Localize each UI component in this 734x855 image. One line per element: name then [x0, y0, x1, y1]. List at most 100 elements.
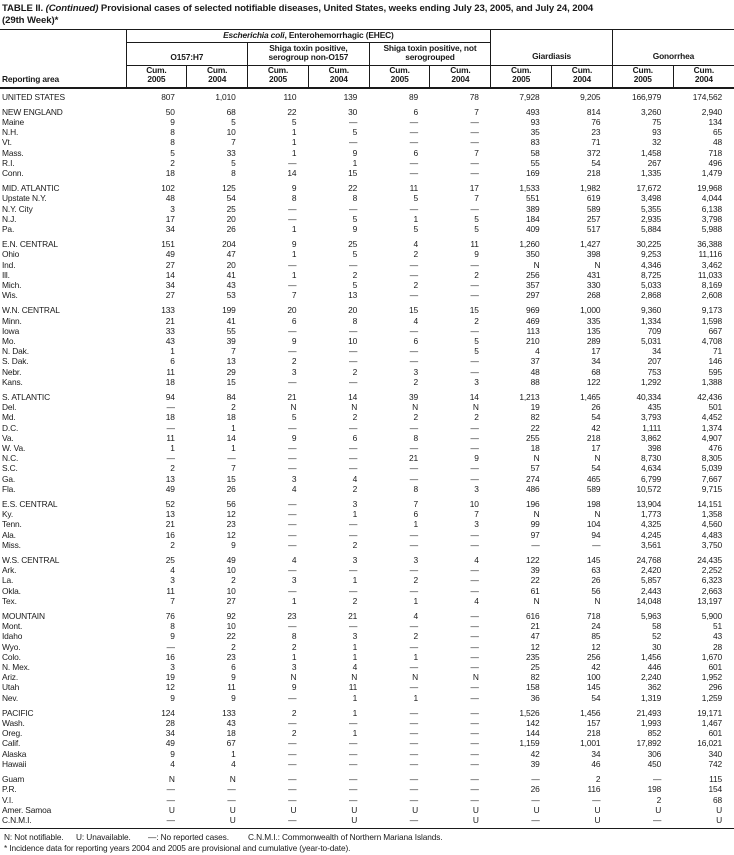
section-wn-central: W.N. CENTRAL 133 199 20 20 15 15 969 1,000 9,360 9… — [0, 300, 734, 387]
table-row: E.S. CENTRAL 52 56 — 3 7 10 196 198 13,904 14,151 — [0, 494, 734, 509]
value-cell: 256 — [586, 651, 601, 662]
value-cell: 30,225 — [636, 239, 662, 250]
value-cell: 7,928 — [519, 91, 540, 102]
value-cell: N — [533, 453, 540, 464]
value-cell: 3 — [352, 499, 358, 510]
value-cell: 1 — [352, 728, 358, 739]
value-cell: 5 — [291, 116, 297, 127]
value-cell: 48 — [530, 366, 540, 377]
value-cell: — — [470, 422, 479, 433]
value-cell: — — [409, 585, 418, 596]
reporting-area-cell: N.J. — [2, 213, 17, 224]
value-cell: 807 — [161, 91, 175, 102]
value-cell: 2,935 — [640, 213, 662, 224]
value-cell: N — [533, 595, 540, 606]
value-cell: — — [409, 137, 418, 148]
value-cell: 2 — [291, 707, 297, 718]
table-row: N.J. 17 20 — 5 1 5 184 257 2,935 3,798 — [0, 214, 734, 224]
value-cell: — — [288, 499, 297, 510]
value-cell: 30 — [652, 641, 662, 652]
value-cell: 8 — [170, 127, 175, 138]
value-cell: — — [470, 641, 479, 652]
value-cell: 198 — [647, 784, 662, 795]
value-cell: 85 — [591, 631, 601, 642]
value-cell: 154 — [708, 784, 722, 795]
value-cell: — — [409, 203, 418, 214]
value-cell: N — [351, 402, 358, 413]
value-cell: 157 — [586, 718, 601, 729]
value-cell: 2,240 — [640, 672, 662, 683]
value-cell: 12 — [165, 682, 175, 693]
legend-no-reported-cases: —: No reported cases. — [148, 832, 229, 843]
value-cell: — — [470, 366, 479, 377]
value-cell: — — [409, 718, 418, 729]
notifiable-diseases-table: Reporting area Escherichia coli, Enteroh… — [0, 29, 734, 825]
value-cell: 9,253 — [640, 249, 662, 260]
value-cell: — — [348, 738, 358, 749]
value-cell: — — [652, 814, 662, 825]
value-cell: 11 — [348, 682, 358, 693]
value-cell: 1,334 — [640, 315, 662, 326]
value-cell: 63 — [591, 565, 601, 576]
value-cell: 1 — [352, 575, 358, 586]
value-cell: 43 — [712, 631, 722, 642]
value-cell: 17 — [591, 443, 601, 453]
value-cell: 5 — [291, 412, 297, 423]
value-cell: — — [470, 157, 479, 168]
value-cell: 1 — [352, 157, 358, 168]
value-cell: — — [470, 784, 479, 795]
value-cell: 1,292 — [640, 376, 662, 387]
value-cell: 92 — [226, 611, 236, 622]
value-cell: 306 — [647, 748, 662, 759]
value-cell: 5 — [352, 249, 358, 260]
value-cell: 19 — [165, 672, 175, 683]
value-cell: — — [470, 692, 479, 703]
reporting-area-cell: Mont. — [2, 621, 23, 632]
reporting-area-cell: V.I. — [2, 794, 14, 805]
value-cell: 3,462 — [701, 259, 722, 270]
value-cell: 8 — [352, 193, 358, 204]
value-cell: — — [409, 738, 418, 749]
value-cell: — — [348, 621, 358, 632]
cum-header-row: Cum. 2005 Cum. 2004 Cum. 2005 Cum. 2004 Cum. 2005… — [0, 65, 734, 89]
value-cell: — — [227, 784, 236, 795]
value-cell: 100 — [586, 672, 601, 683]
value-cell: — — [470, 738, 479, 749]
reporting-area-cell: N.H. — [2, 127, 19, 138]
value-cell: 135 — [586, 325, 601, 336]
value-cell: 1,526 — [519, 707, 540, 718]
giardiasis-group-header: Giardiasis — [490, 29, 613, 66]
value-cell: 124 — [161, 707, 175, 718]
value-cell: 1 — [291, 651, 297, 662]
value-cell: 6 — [170, 356, 175, 367]
value-cell: 21 — [287, 391, 297, 402]
value-cell: — — [470, 356, 479, 367]
table-row: S. ATLANTIC 94 84 21 14 39 14 1,213 1,465 40,334 4… — [0, 387, 734, 402]
value-cell: — — [348, 794, 358, 805]
value-cell: — — [348, 774, 358, 785]
value-cell: 16 — [165, 529, 175, 540]
reporting-area-cell: W. Va. — [2, 443, 26, 453]
value-cell: 435 — [647, 402, 662, 413]
value-cell: — — [348, 585, 358, 596]
value-cell: 14,048 — [636, 595, 662, 606]
value-cell: — — [531, 814, 540, 825]
value-cell: — — [288, 814, 297, 825]
value-cell: 1,427 — [580, 239, 601, 250]
value-cell: 23 — [287, 611, 297, 622]
value-cell: — — [470, 794, 479, 805]
value-cell: 30 — [348, 106, 358, 117]
value-cell: 496 — [708, 157, 722, 168]
table-row: Oreg. 34 18 2 1 — — 144 218 852 601 — [0, 728, 734, 738]
subgroup-shiga-non-o157: Shiga toxin positive, serogroup non-O157 — [247, 42, 370, 66]
reporting-area-cell: Pa. — [2, 223, 15, 234]
value-cell: 94 — [591, 529, 601, 540]
value-cell: 58 — [652, 621, 662, 632]
value-cell: 23 — [226, 519, 236, 530]
reporting-area-cell: Wash. — [2, 718, 25, 729]
value-cell: 4 — [413, 239, 418, 250]
reporting-area-cell: Kans. — [2, 376, 23, 387]
value-cell: 20 — [287, 305, 297, 316]
value-cell: — — [288, 784, 297, 795]
value-cell: — — [288, 585, 297, 596]
